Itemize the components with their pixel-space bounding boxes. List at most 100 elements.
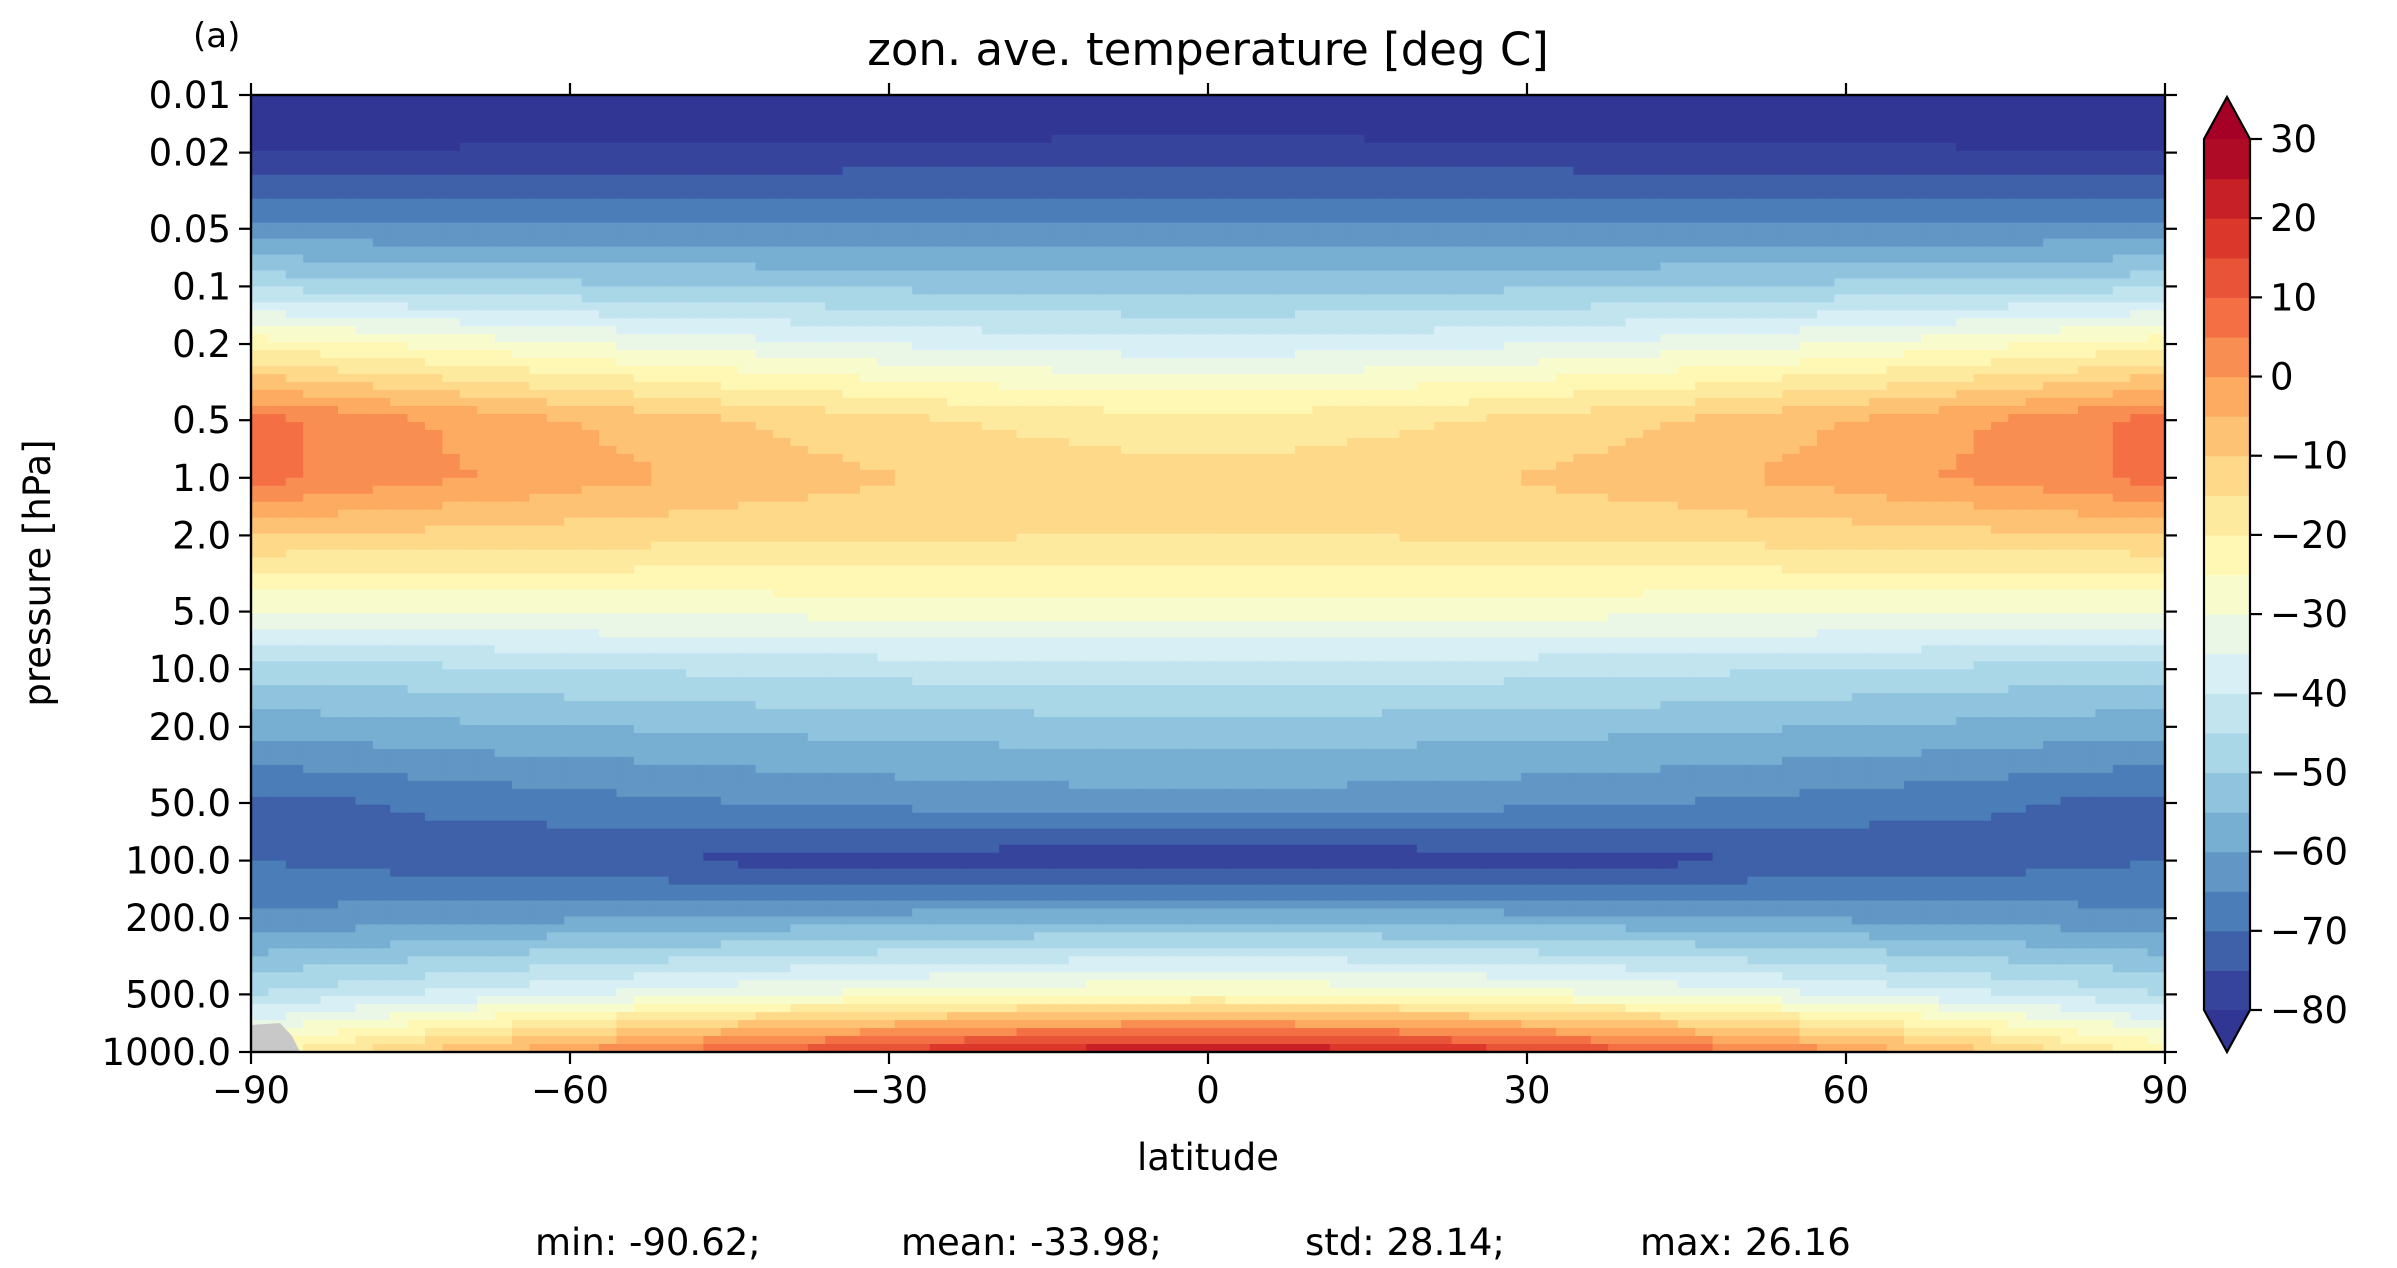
field-cell-4569 bbox=[1277, 421, 1296, 431]
field-cell-683 bbox=[651, 142, 670, 152]
field-cell-1311 bbox=[2008, 182, 2027, 192]
field-cell-13 bbox=[477, 95, 496, 104]
field-cell-4548 bbox=[912, 421, 931, 431]
field-cell-4254 bbox=[1538, 398, 1557, 407]
field-cell-3192 bbox=[285, 326, 304, 336]
field-cell-4534 bbox=[668, 421, 687, 431]
field-cell-544 bbox=[2060, 126, 2079, 136]
field-cell-1618 bbox=[1608, 206, 1627, 216]
field-cell-3832 bbox=[1851, 366, 1870, 375]
field-cell-162 bbox=[1155, 102, 1174, 112]
field-cell-4618 bbox=[2130, 421, 2149, 431]
field-cell-298 bbox=[1608, 110, 1627, 120]
field-cell-3005 bbox=[860, 310, 879, 320]
field-cell-4845 bbox=[338, 445, 357, 455]
field-cell-4531 bbox=[616, 421, 635, 431]
field-cell-2227 bbox=[720, 254, 739, 264]
field-cell-3629 bbox=[2147, 350, 2165, 359]
field-cell-3232 bbox=[981, 326, 1000, 336]
field-cell-3249 bbox=[1277, 326, 1296, 336]
field-cell-1644 bbox=[2060, 206, 2079, 216]
field-cell-3538 bbox=[564, 350, 583, 359]
field-cell-902 bbox=[633, 158, 652, 168]
field-cell-529 bbox=[1799, 126, 1818, 136]
field-cell-3122 bbox=[981, 318, 1000, 328]
field-cell-679 bbox=[581, 142, 600, 152]
field-cell-2156 bbox=[1399, 246, 1418, 256]
field-cell-1847 bbox=[1764, 222, 1783, 232]
field-cell-618 bbox=[1434, 134, 1453, 144]
field-cell-3185 bbox=[2078, 318, 2097, 328]
field-cell-725 bbox=[1382, 142, 1401, 152]
field-cell-4524 bbox=[494, 421, 513, 431]
field-cell-989 bbox=[2147, 158, 2165, 168]
field-cell-1852 bbox=[1851, 222, 1870, 232]
field-cell-3231 bbox=[964, 326, 983, 336]
field-cell-1465 bbox=[860, 198, 879, 208]
field-cell-3859 bbox=[407, 374, 426, 383]
field-cell-4225 bbox=[1034, 398, 1053, 407]
field-cell-1189 bbox=[1799, 174, 1818, 184]
field-cell-600 bbox=[1121, 134, 1140, 144]
field-cell-4651 bbox=[790, 429, 809, 439]
field-cell-4763 bbox=[825, 437, 844, 447]
field-cell-2414 bbox=[2060, 262, 2079, 272]
field-cell-4180 bbox=[251, 398, 270, 407]
field-cell-4532 bbox=[633, 421, 652, 431]
field-cell-1074 bbox=[1712, 166, 1731, 176]
field-cell-2654 bbox=[494, 286, 513, 296]
field-cell-2592 bbox=[1329, 278, 1348, 288]
field-cell-691 bbox=[790, 142, 809, 152]
field-cell-560 bbox=[425, 134, 444, 144]
field-cell-380 bbox=[1121, 118, 1140, 128]
field-cell-1980 bbox=[251, 238, 270, 248]
field-cell-1921 bbox=[1138, 230, 1157, 240]
field-cell-3293 bbox=[2043, 326, 2062, 336]
field-cell-547 bbox=[2112, 126, 2131, 136]
field-cell-3443 bbox=[825, 342, 844, 352]
field-cell-4236 bbox=[1225, 398, 1244, 407]
field-cell-1490 bbox=[1295, 198, 1314, 208]
field-cell-4006 bbox=[1051, 382, 1070, 391]
field-cell-2166 bbox=[1573, 246, 1592, 256]
field-cell-2937 bbox=[1590, 302, 1609, 312]
field-cell-1069 bbox=[1625, 166, 1644, 176]
field-cell-2119 bbox=[755, 246, 774, 256]
field-cell-4114 bbox=[1016, 390, 1035, 399]
field-cell-2685 bbox=[1034, 286, 1053, 296]
field-cell-703 bbox=[999, 142, 1018, 152]
field-cell-2144 bbox=[1190, 246, 1209, 256]
field-cell-4087 bbox=[546, 390, 565, 399]
field-cell-1306 bbox=[1921, 182, 1940, 192]
field-cell-1368 bbox=[1086, 190, 1105, 200]
field-cell-217 bbox=[2112, 102, 2131, 112]
field-cell-1467 bbox=[894, 198, 913, 208]
field-cell-714 bbox=[1190, 142, 1209, 152]
field-cell-1078 bbox=[1782, 166, 1801, 176]
field-cell-1557 bbox=[546, 206, 565, 216]
field-cell-3651 bbox=[616, 358, 635, 367]
field-cell-2317 bbox=[372, 262, 391, 272]
field-cell-4758 bbox=[738, 437, 757, 447]
field-cell-337 bbox=[372, 118, 391, 128]
field-cell-3683 bbox=[1173, 358, 1192, 367]
field-cell-2913 bbox=[1173, 302, 1192, 312]
field-cell-2314 bbox=[320, 262, 339, 272]
field-cell-275 bbox=[1208, 110, 1227, 120]
field-cell-2265 bbox=[1382, 254, 1401, 264]
field-cell-1654 bbox=[320, 214, 339, 224]
field-cell-4217 bbox=[894, 398, 913, 407]
field-cell-2272 bbox=[1503, 254, 1522, 264]
field-cell-1724 bbox=[1538, 214, 1557, 224]
field-cell-2006 bbox=[703, 238, 722, 248]
field-cell-3852 bbox=[285, 374, 304, 383]
field-cell-3526 bbox=[355, 350, 374, 359]
field-cell-4959 bbox=[407, 453, 426, 463]
field-cell-392 bbox=[1329, 118, 1348, 128]
field-cell-1321 bbox=[268, 190, 287, 200]
field-cell-3477 bbox=[1416, 342, 1435, 352]
field-cell-2755 bbox=[338, 294, 357, 304]
field-cell-3939 bbox=[1799, 374, 1818, 383]
field-cell-1250 bbox=[947, 182, 966, 192]
field-cell-1035 bbox=[1034, 166, 1053, 176]
